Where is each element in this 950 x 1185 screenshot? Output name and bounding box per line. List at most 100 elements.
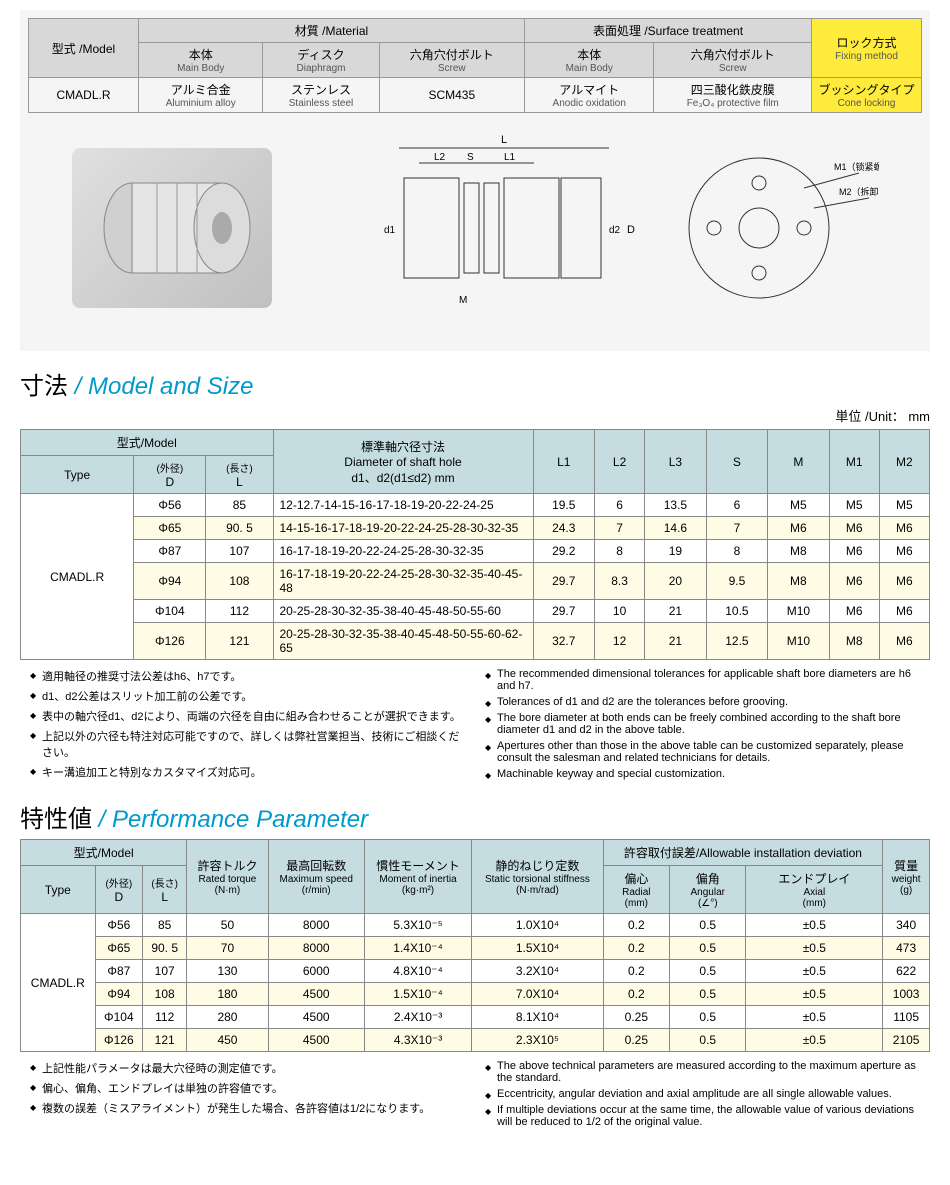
cell-L3: 19: [645, 540, 706, 563]
pf-h-stiff-jp: 静的ねじり定数: [495, 859, 579, 873]
size-title-en: / Model and Size: [75, 373, 254, 400]
cell-speed: 4500: [268, 1029, 364, 1052]
sz-h-L2: L2: [594, 430, 644, 494]
cell-weight: 1003: [883, 983, 930, 1006]
sub-disc-en: Diaphragm: [269, 63, 372, 74]
cell-radial: 0.25: [603, 1006, 670, 1029]
cell-S: 6: [706, 494, 767, 517]
cell-inertia: 5.3X10⁻⁵: [364, 914, 472, 937]
note-item: The above technical parameters are measu…: [485, 1060, 920, 1084]
sub-screw2-en: Screw: [660, 63, 805, 74]
cell-D: Φ56: [134, 494, 206, 517]
cell-L: 107: [143, 960, 187, 983]
cell-stiff: 2.3X10⁵: [472, 1029, 603, 1052]
cell-radial: 0.2: [603, 960, 670, 983]
cell-M1: M5: [829, 494, 879, 517]
perf-table: 型式/Model 許容トルクRated torque(N·m) 最高回転数Max…: [20, 839, 930, 1052]
note-item: If multiple deviations occur at the same…: [485, 1104, 920, 1128]
cell-torque: 280: [187, 1006, 268, 1029]
cell-L: 108: [143, 983, 187, 1006]
note-item: The recommended dimensional tolerances f…: [485, 668, 920, 692]
cell-L3: 14.6: [645, 517, 706, 540]
perf-title-en: / Performance Parameter: [99, 806, 368, 833]
cell-M: M10: [768, 623, 829, 660]
cell-D: Φ94: [134, 563, 206, 600]
cell-L1: 29.2: [533, 540, 594, 563]
cell-L2: 8: [594, 540, 644, 563]
size-notes-en: The recommended dimensional tolerances f…: [475, 668, 930, 784]
cell-speed: 6000: [268, 960, 364, 983]
size-title: 寸法 / Model and Size: [20, 366, 930, 401]
cell-M2: M6: [879, 600, 929, 623]
dim-d1: d1: [384, 225, 396, 236]
cell-M1: M6: [829, 563, 879, 600]
perf-notes-en: The above technical parameters are measu…: [475, 1060, 930, 1132]
pf-h-L-jp: (長さ): [149, 875, 180, 890]
cell-M2: M6: [879, 540, 929, 563]
pf-h-angular-u: (∠°): [676, 898, 739, 909]
dim-d2: d2: [609, 225, 621, 236]
cell-weight: 2105: [883, 1029, 930, 1052]
row-screwsurf-jp: 四三酸化鉄皮膜: [691, 83, 775, 97]
pf-h-stiff-en: Static torsional stiffness: [478, 874, 596, 885]
cell-angular: 0.5: [670, 1006, 746, 1029]
cell-speed: 4500: [268, 983, 364, 1006]
sz-h-S: S: [706, 430, 767, 494]
row-screwsurf-en: Fe₃O₄ protective film: [660, 98, 805, 109]
sz-h-model-jp: 型式: [117, 436, 141, 450]
sz-h-model-en: /Model: [141, 436, 177, 450]
pf-h-speed-jp: 最高回転数: [286, 859, 346, 873]
perf-title-jp: 特性値: [20, 806, 92, 833]
row-bodymat-jp: アルミ合金: [171, 83, 231, 97]
pf-h-type: Type: [21, 866, 96, 914]
pf-h-angular-en: Angular: [676, 887, 739, 898]
sz-h-L1: L1: [533, 430, 594, 494]
cell-shaft: 20-25-28-30-32-35-38-40-45-48-50-55-60: [273, 600, 533, 623]
note-item: キー溝追加工と特別なカスタマイズ対応可。: [30, 764, 465, 780]
cell-M: M8: [768, 540, 829, 563]
note-item: Machinable keyway and special customizat…: [485, 768, 920, 780]
cell-stiff: 3.2X10⁴: [472, 960, 603, 983]
row-bodysurf-en: Anodic oxidation: [531, 98, 647, 109]
size-table: 型式/Model 標準軸穴径寸法Diameter of shaft holed1…: [20, 429, 930, 660]
mat-hdr-model-en: /Model: [79, 42, 115, 56]
cell-stiff: 1.0X10⁴: [472, 914, 603, 937]
dim-L2: L2: [434, 152, 446, 163]
dim-S: S: [467, 152, 474, 163]
cell-angular: 0.5: [670, 937, 746, 960]
cell-weight: 473: [883, 937, 930, 960]
cell-weight: 1105: [883, 1006, 930, 1029]
cell-M1: M6: [829, 517, 879, 540]
cell-M: M8: [768, 563, 829, 600]
pf-h-inertia-en: Moment of inertia: [371, 874, 466, 885]
cell-M: M5: [768, 494, 829, 517]
sub-body-en: Main Body: [145, 63, 256, 74]
cell-M2: M5: [879, 494, 929, 517]
mat-hdr-fixing-en: Fixing method: [818, 51, 915, 62]
cell-speed: 4500: [268, 1006, 364, 1029]
row-fixing-en: Cone locking: [818, 98, 915, 109]
dim-M1: M1（锁紧螺丝）: [834, 161, 879, 172]
mat-hdr-material-en: /Material: [322, 24, 368, 38]
cell-L3: 21: [645, 600, 706, 623]
cell-D: Φ87: [134, 540, 206, 563]
cell-axial: ±0.5: [746, 1029, 883, 1052]
cell-L1: 19.5: [533, 494, 594, 517]
row-fixing-jp: ブッシングタイプ: [818, 83, 914, 97]
sz-h-M: M: [768, 430, 829, 494]
pf-h-radial-u: (mm): [610, 898, 664, 909]
sub-screw2-jp: 六角穴付ボルト: [691, 48, 775, 62]
cell-D: Φ56: [95, 914, 142, 937]
sub-screw-en: Screw: [386, 63, 518, 74]
cell-axial: ±0.5: [746, 914, 883, 937]
cell-torque: 180: [187, 983, 268, 1006]
pf-h-L: L: [161, 890, 168, 904]
cell-radial: 0.2: [603, 983, 670, 1006]
cell-D: Φ104: [95, 1006, 142, 1029]
size-type-cell: CMADL.R: [21, 494, 134, 660]
pf-h-axial-u: (mm): [752, 898, 876, 909]
pf-h-radial-jp: 偏心: [624, 872, 648, 886]
cell-axial: ±0.5: [746, 937, 883, 960]
sub-disc-jp: ディスク: [297, 48, 344, 62]
cell-L: 112: [143, 1006, 187, 1029]
